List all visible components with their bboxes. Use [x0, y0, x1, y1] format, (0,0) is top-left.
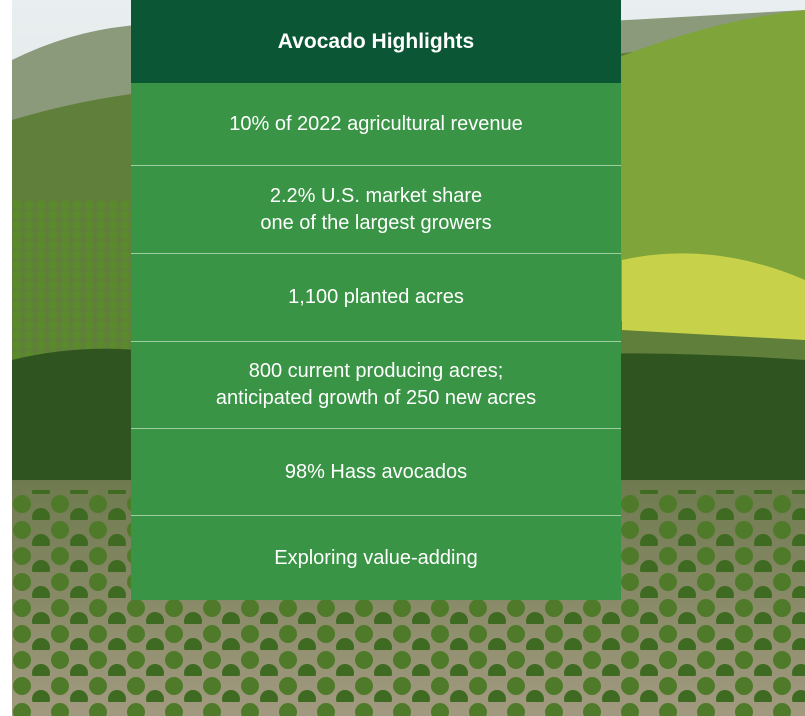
highlight-text: 1,100 planted acres — [288, 284, 464, 311]
highlight-row: 98% Hass avocados — [131, 428, 621, 515]
page: Avocado Highlights 10% of 2022 agricultu… — [0, 0, 805, 716]
panel-header: Avocado Highlights — [131, 0, 621, 83]
highlight-text: 2.2% U.S. market share — [270, 183, 482, 210]
highlight-text: Exploring value-adding — [274, 545, 477, 572]
highlight-text: 10% of 2022 agricultural revenue — [229, 111, 523, 138]
highlight-text: 800 current producing acres; — [249, 358, 504, 385]
highlight-row: 1,100 planted acres — [131, 253, 621, 341]
highlight-text: anticipated growth of 250 new acres — [216, 385, 536, 412]
highlight-row: Exploring value-adding — [131, 515, 621, 600]
highlight-text: one of the largest growers — [260, 210, 491, 237]
highlight-text: 98% Hass avocados — [285, 459, 467, 486]
highlight-row: 800 current producing acres;anticipated … — [131, 341, 621, 428]
highlights-panel: Avocado Highlights 10% of 2022 agricultu… — [131, 0, 621, 600]
highlight-row: 10% of 2022 agricultural revenue — [131, 83, 621, 165]
